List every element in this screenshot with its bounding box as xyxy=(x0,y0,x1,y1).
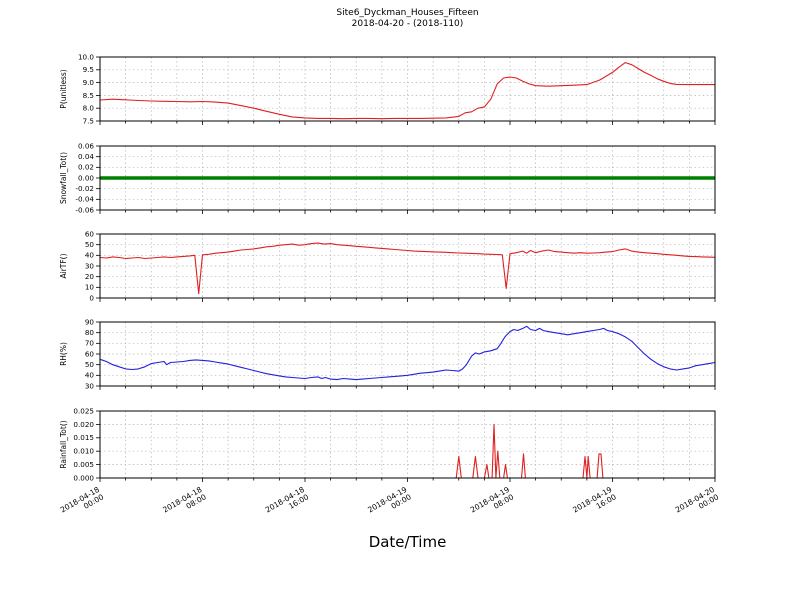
y-tick-label: 0.015 xyxy=(73,433,94,442)
grid xyxy=(100,57,715,121)
y-tick-label: 9.5 xyxy=(83,65,94,74)
chart-panel: 7.5 8.0 8.5 9.0 9.5 10.0 P(unitless) xyxy=(59,52,716,125)
y-tick-label: 80 xyxy=(85,328,95,337)
y-tick-label: 0.005 xyxy=(73,460,94,469)
x-tick-label: 2018-04-1900:00 xyxy=(366,485,413,522)
axis-ticks: -0.06-0.04 -0.02 0.000.02 0.04 0.06 xyxy=(75,141,716,214)
y-tick-label: 90 xyxy=(85,317,95,326)
grid xyxy=(100,322,715,386)
y-tick-label: 40 xyxy=(85,251,95,260)
y-axis-label: RH(%) xyxy=(59,342,68,366)
x-axis-label: Date/Time xyxy=(368,533,447,551)
y-tick-label: 0.000 xyxy=(73,473,94,482)
y-tick-label: 70 xyxy=(85,339,95,348)
x-tick-label: 2018-04-1800:00 xyxy=(59,485,106,522)
grid xyxy=(100,411,715,478)
x-tick-label: 2018-04-1908:00 xyxy=(469,485,516,522)
y-tick-label: 40 xyxy=(85,371,95,380)
series-line xyxy=(99,242,716,295)
y-tick-label: 10 xyxy=(85,283,95,292)
chart-subtitle: 2018-04-20 - (2018-110) xyxy=(351,19,464,29)
y-tick-label: 0.02 xyxy=(78,163,94,172)
y-tick-label: -0.04 xyxy=(75,195,94,204)
series-line xyxy=(99,62,715,120)
y-tick-label: 30 xyxy=(85,261,95,270)
y-tick-label: 0.010 xyxy=(73,447,94,456)
y-tick-label: -0.02 xyxy=(75,184,94,193)
chart-title: Site6_Dyckman_Houses_Fifteen xyxy=(336,8,479,18)
y-tick-label: 9.0 xyxy=(83,78,95,87)
y-tick-label: 0.04 xyxy=(78,152,94,161)
y-tick-label: 50 xyxy=(85,360,95,369)
chart-panel: 0.000 0.005 0.010 0.015 0.020 0.025 Rainfall_T… xyxy=(59,406,716,482)
y-tick-label: 7.5 xyxy=(83,116,94,125)
chart-panel: -0.06-0.04 -0.02 0.000.02 0.04 0.06 Snowfall_… xyxy=(59,141,716,214)
y-tick-label: 8.5 xyxy=(83,91,94,100)
y-tick-label: 0.025 xyxy=(73,406,94,415)
y-tick-label: 0 xyxy=(89,293,94,302)
y-tick-label: 0.06 xyxy=(78,141,94,150)
series-line xyxy=(99,325,716,381)
y-tick-label: 50 xyxy=(85,240,95,249)
y-tick-label: 0.00 xyxy=(78,173,94,182)
y-axis-label: Snowfall_Tot() xyxy=(59,152,68,204)
y-tick-label: 60 xyxy=(85,229,95,238)
y-tick-label: 0.020 xyxy=(73,420,94,429)
y-tick-label: 30 xyxy=(85,381,95,390)
y-tick-label: -0.06 xyxy=(75,205,94,214)
y-tick-label: 8.0 xyxy=(83,104,95,113)
x-tick-label: 2018-04-1916:00 xyxy=(571,485,618,522)
y-axis-label: P(unitless) xyxy=(59,69,68,108)
y-tick-label: 20 xyxy=(85,272,95,281)
x-tick-label: 2018-04-1808:00 xyxy=(161,485,208,522)
y-tick-label: 60 xyxy=(85,349,95,358)
y-axis-label: Rainfall_Tot() xyxy=(59,420,68,468)
axis-ticks: 0.000 0.005 0.010 0.015 0.020 0.025 xyxy=(73,406,716,482)
y-axis-label: AirTF() xyxy=(59,253,68,278)
x-tick-label: 2018-04-2000:00 xyxy=(674,485,721,522)
y-tick-label: 10.0 xyxy=(78,52,94,61)
x-tick-label: 2018-04-1816:00 xyxy=(264,485,311,522)
grid xyxy=(100,234,715,298)
axis-ticks: 7.5 8.0 8.5 9.0 9.5 10.0 xyxy=(78,52,716,125)
